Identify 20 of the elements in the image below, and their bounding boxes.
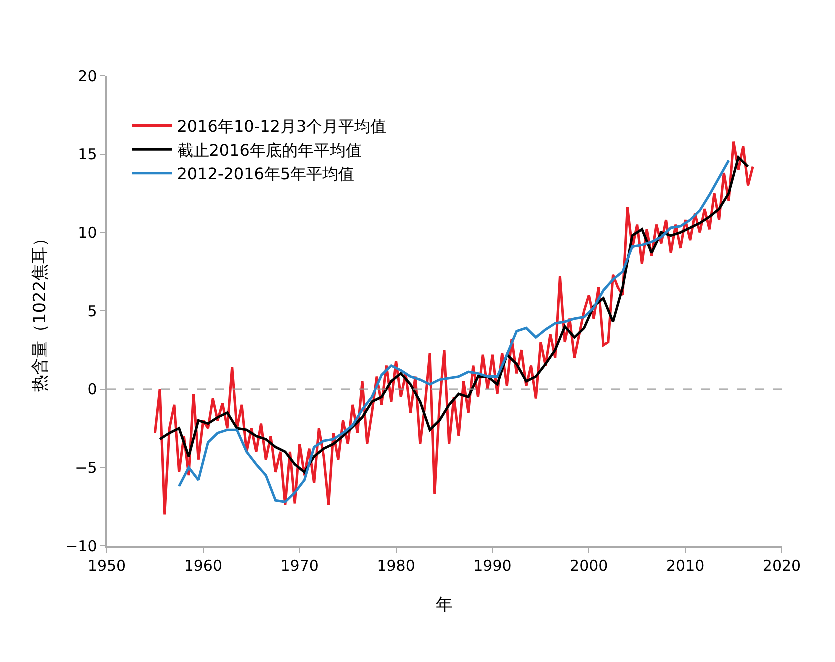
x-tick-label: 1970 — [280, 556, 319, 575]
x-tick-label: 2020 — [762, 556, 802, 575]
x-axis-title: 年 — [436, 596, 453, 616]
x-tick-label: 1980 — [377, 556, 416, 575]
y-tick-label: 20 — [78, 67, 98, 86]
legend-label: 2016年10-12月3个月平均值 — [177, 117, 387, 136]
y-tick-label: 15 — [78, 146, 98, 164]
y-tick-label: 5 — [88, 302, 98, 320]
legend-label: 截止2016年底的年平均值 — [177, 140, 362, 160]
x-tick-label: 2000 — [570, 556, 608, 575]
x-tick-label: 1990 — [474, 556, 512, 575]
y-tick-label: 10 — [78, 224, 98, 242]
y-tick-label: −10 — [66, 537, 98, 556]
x-tick-label: 1950 — [88, 556, 126, 575]
x-tick-label: 2010 — [666, 556, 705, 575]
legend-label: 2012-2016年5年平均值 — [177, 164, 355, 184]
y-tick-label: 0 — [88, 380, 98, 399]
x-tick-label: 1960 — [184, 556, 223, 575]
y-axis-title: 热含量（1022焦耳） — [30, 230, 51, 392]
y-tick-label: −5 — [75, 458, 98, 477]
